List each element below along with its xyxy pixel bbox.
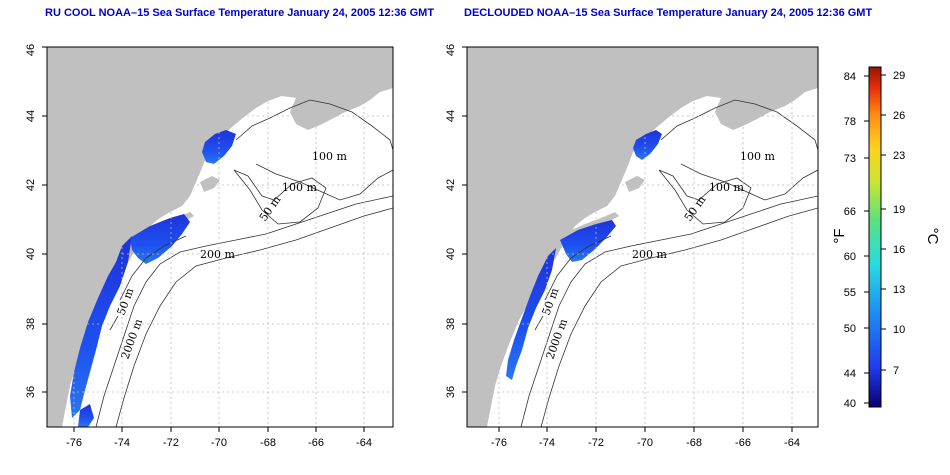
right-lon-tick: -68 [686, 437, 702, 449]
colorbar-f-tick: 55 [844, 287, 856, 299]
colorbar-unit-c: °C [924, 228, 941, 245]
colorbar-c-tick: 19 [893, 204, 905, 216]
left-lon-tick: -64 [356, 437, 372, 449]
left-lat-tick: 46 [25, 44, 37, 56]
left-land [47, 47, 393, 427]
left-lat-tick: 40 [25, 248, 37, 260]
right-frame [466, 46, 819, 428]
right-sst-gulf-maine [633, 130, 662, 160]
right-lat-tick: 38 [445, 318, 457, 330]
right-contour-50 [658, 169, 752, 225]
colorbar-c-tick: 7 [893, 365, 899, 377]
right-land [467, 47, 818, 427]
left-sst-south [78, 404, 94, 427]
colorbar-f-tick: 66 [844, 206, 856, 218]
left-sst-nj [130, 214, 190, 264]
right-lon-tick: -72 [588, 437, 604, 449]
right-contour-label-4: 200 m [632, 248, 667, 261]
colorbar: 84 78 73 66 60 55 50 44 40 29 26 23 19 1… [831, 66, 941, 410]
right-contour-shelf [520, 195, 818, 427]
left-lon-tick: -70 [211, 437, 227, 449]
right-contour-100 [660, 99, 818, 201]
right-lat-tick: 46 [445, 44, 457, 56]
left-map-title: RU COOL NOAA–15 Sea Surface Temperature … [45, 7, 435, 19]
right-sst-delmarva [506, 248, 556, 380]
left-frame [46, 46, 394, 428]
left-lon-tick: -68 [260, 437, 276, 449]
right-lon-tick: -66 [735, 437, 751, 449]
left-sst-delmarva [70, 236, 132, 418]
colorbar-unit-f: °F [831, 228, 848, 243]
right-lon-tick: -76 [491, 437, 507, 449]
right-sst-nj [560, 220, 616, 262]
left-contour-2000 [115, 207, 393, 427]
left-contour-50 [233, 169, 327, 225]
right-map-panel: 100 m 100 m 50 m 200 m 50 m 2000 m [466, 46, 819, 428]
right-contour-label-2: 100 m [709, 181, 744, 194]
left-map-panel: 100 m 100 m 50 m 200 m 50 m 2000 m [46, 46, 394, 428]
right-lat-tick: 42 [445, 179, 457, 191]
right-map-title: DECLOUDED NOAA–15 Sea Surface Temperatur… [464, 7, 873, 19]
right-lat-tick: 36 [445, 386, 457, 398]
right-lon-tick: -64 [784, 437, 800, 449]
colorbar-f-tick: 73 [844, 153, 856, 165]
right-contour-2000 [540, 207, 818, 427]
left-contour-100 [235, 99, 393, 201]
right-gridlines [467, 47, 818, 427]
right-lon-tick: -70 [637, 437, 653, 449]
colorbar-c-tick: 10 [893, 324, 905, 336]
colorbar-c-tick: 16 [893, 244, 905, 256]
axis-tick-marks [42, 46, 793, 432]
colorbar-c-tick: 13 [893, 284, 905, 296]
left-lat-tick: 42 [25, 179, 37, 191]
colorbar-f-tick: 50 [844, 323, 856, 335]
colorbar-f-tick: 60 [844, 251, 856, 263]
colorbar-f-tick: 84 [844, 71, 856, 83]
right-nova-scotia [715, 64, 818, 130]
colorbar-c-tick: 23 [893, 150, 905, 162]
left-lon-tick: -74 [114, 437, 130, 449]
left-lon-tick: -72 [163, 437, 179, 449]
left-lat-tick: 38 [25, 318, 37, 330]
left-lat-tick: 44 [25, 110, 37, 122]
colorbar-c-tick: 26 [893, 110, 905, 122]
left-lon-tick: -76 [66, 437, 82, 449]
colorbar-f-tick: 44 [844, 368, 856, 380]
left-contour-label-2: 100 m [282, 181, 317, 194]
colorbar-f-tick: 40 [844, 398, 856, 410]
left-lon-tick: -66 [308, 437, 324, 449]
left-cape-cod [200, 176, 220, 192]
colorbar-c-tick: 29 [893, 70, 905, 82]
right-lon-tick: -74 [539, 437, 555, 449]
colorbar-gradient [868, 66, 882, 408]
right-cape-cod [625, 176, 645, 192]
colorbar-f-tick: 78 [844, 116, 856, 128]
left-lat-tick: 36 [25, 386, 37, 398]
left-contour-label-4: 200 m [200, 248, 235, 261]
right-lat-tick: 40 [445, 248, 457, 260]
left-gridlines [47, 47, 393, 427]
left-contour-label-1: 100 m [312, 150, 347, 163]
right-lat-tick: 44 [445, 110, 457, 122]
right-contour-label-1: 100 m [740, 150, 775, 163]
